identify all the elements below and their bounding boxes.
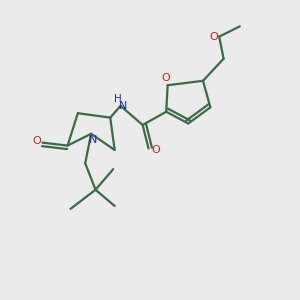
- Text: O: O: [32, 136, 41, 146]
- Text: N: N: [88, 135, 97, 145]
- Text: O: O: [209, 32, 218, 42]
- Text: O: O: [152, 145, 160, 155]
- Text: O: O: [162, 73, 171, 83]
- Text: H: H: [114, 94, 122, 104]
- Text: N: N: [119, 101, 128, 111]
